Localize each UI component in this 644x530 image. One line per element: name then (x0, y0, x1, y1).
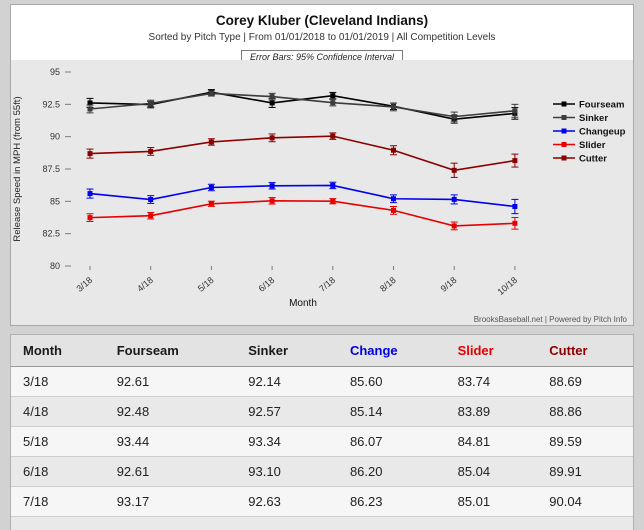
legend-item-slider: Slider (553, 140, 606, 151)
value-cell: 86.20 (349, 464, 383, 479)
col-header-fourseam: Fourseam (116, 343, 179, 358)
svg-text:6/18: 6/18 (257, 275, 277, 294)
y-axis: 80 82.5 85 87.5 90 92.5 95 Release Speed in MPH… (13, 67, 71, 271)
value-cell: 85.60 (349, 374, 383, 389)
value-cell: 93.17 (116, 494, 150, 509)
month-cell: 7/18 (23, 494, 49, 509)
value-cell: 89.59 (549, 434, 582, 449)
table-row-3-18: 3/18 92.61 92.14 85.60 83.74 88.69 (11, 367, 633, 397)
value-cell: 89.91 (549, 464, 582, 479)
svg-text:9/18: 9/18 (439, 275, 459, 294)
svg-text:82.5: 82.5 (42, 229, 60, 239)
pitch-speed-table: Month Fourseam Sinker Change Slider Cutter 3/… (10, 334, 634, 530)
table-row-4-18: 4/18 92.48 92.57 85.14 83.89 88.86 (11, 397, 633, 427)
value-cell: 86.23 (349, 494, 383, 509)
value-cell: 85.04 (457, 464, 491, 479)
table-row-6-18: 6/18 92.61 93.10 86.20 85.04 89.91 (11, 457, 633, 487)
col-header-change: Change (349, 343, 398, 358)
table-row-partial (11, 517, 633, 530)
value-cell: 92.14 (248, 374, 281, 389)
chart-subtitle: Sorted by Pitch Type | From 01/01/2018 t… (148, 32, 496, 43)
release-speed-chart: 80 82.5 85 87.5 90 92.5 95 Release Speed in MPH… (13, 67, 626, 309)
col-header-month: Month (23, 343, 62, 358)
credit-link[interactable]: BrooksBaseball.net | Powered by Pitch In… (473, 315, 627, 324)
value-cell: 92.57 (248, 404, 281, 419)
series-slider (86, 197, 519, 231)
y-axis-label: Release Speed in MPH (from 55ft) (13, 96, 23, 241)
value-cell: 88.69 (549, 374, 582, 389)
svg-text:3/18: 3/18 (74, 275, 94, 294)
month-cell: 3/18 (23, 374, 49, 389)
value-cell: 83.89 (457, 404, 491, 419)
svg-text:Fourseam: Fourseam (579, 100, 624, 111)
table-body: 3/18 92.61 92.14 85.60 83.74 88.69 4/18 92.48 92… (11, 367, 633, 530)
series-sinker (86, 90, 519, 122)
value-cell: 85.14 (349, 404, 383, 419)
x-axis-label: Month (289, 298, 317, 309)
svg-text:90: 90 (50, 132, 60, 142)
value-cell: 90.04 (549, 494, 582, 509)
svg-text:10/18: 10/18 (495, 275, 519, 297)
x-axis: 3/18 4/18 5/18 6/18 7/18 8/18 9/18 10/18 Month (74, 266, 519, 309)
svg-text:87.5: 87.5 (42, 164, 60, 174)
month-cell: 4/18 (23, 404, 49, 419)
value-cell: 93.44 (116, 434, 150, 449)
value-cell: 92.48 (116, 404, 150, 419)
svg-text:Changeup: Changeup (579, 127, 626, 138)
svg-text:4/18: 4/18 (135, 275, 155, 294)
value-cell: 92.63 (248, 494, 281, 509)
svg-text:Sinker: Sinker (579, 113, 608, 124)
col-header-sinker: Sinker (248, 343, 289, 358)
month-cell: 6/18 (23, 464, 49, 479)
svg-text:Slider: Slider (579, 140, 606, 151)
col-header-cutter: Cutter (549, 343, 588, 358)
svg-text:Cutter: Cutter (579, 154, 607, 165)
svg-text:5/18: 5/18 (196, 275, 216, 294)
chart-title: Corey Kluber (Cleveland Indians) (215, 13, 429, 28)
col-header-slider: Slider (457, 343, 494, 358)
svg-text:7/18: 7/18 (317, 275, 337, 294)
value-cell: 86.07 (349, 434, 383, 449)
svg-text:92.5: 92.5 (42, 99, 60, 109)
value-cell: 92.61 (116, 374, 150, 389)
table-header-row: Month Fourseam Sinker Change Slider Cutter (11, 335, 633, 367)
value-cell: 85.01 (457, 494, 491, 509)
svg-text:8/18: 8/18 (378, 275, 398, 294)
series-changeup (86, 181, 519, 215)
value-cell: 92.61 (116, 464, 150, 479)
svg-text:85: 85 (50, 196, 60, 206)
table-row-7-18: 7/18 93.17 92.63 86.23 85.01 90.04 (11, 487, 633, 517)
value-cell: 88.86 (549, 404, 582, 419)
chart-area: 80 82.5 85 87.5 90 92.5 95 Release Speed in MPH… (11, 60, 633, 325)
series-cutter (86, 132, 519, 178)
value-cell: 83.74 (457, 374, 491, 389)
chart-panel: Corey Kluber (Cleveland Indians) Sorted … (10, 4, 634, 326)
month-cell: 5/18 (23, 434, 49, 449)
legend: Fourseam Sinker Changeup Slider Cutter (553, 100, 626, 165)
legend-item-fourseam: Fourseam (553, 100, 624, 111)
legend-item-changeup: Changeup (553, 127, 626, 138)
legend-item-cutter: Cutter (553, 154, 607, 165)
table-row-5-18: 5/18 93.44 93.34 86.07 84.81 89.59 (11, 427, 633, 457)
svg-text:80: 80 (50, 261, 60, 271)
value-cell: 84.81 (457, 434, 491, 449)
value-cell: 93.10 (248, 464, 281, 479)
value-cell: 93.34 (248, 434, 281, 449)
svg-text:95: 95 (50, 67, 60, 77)
legend-item-sinker: Sinker (553, 113, 608, 124)
